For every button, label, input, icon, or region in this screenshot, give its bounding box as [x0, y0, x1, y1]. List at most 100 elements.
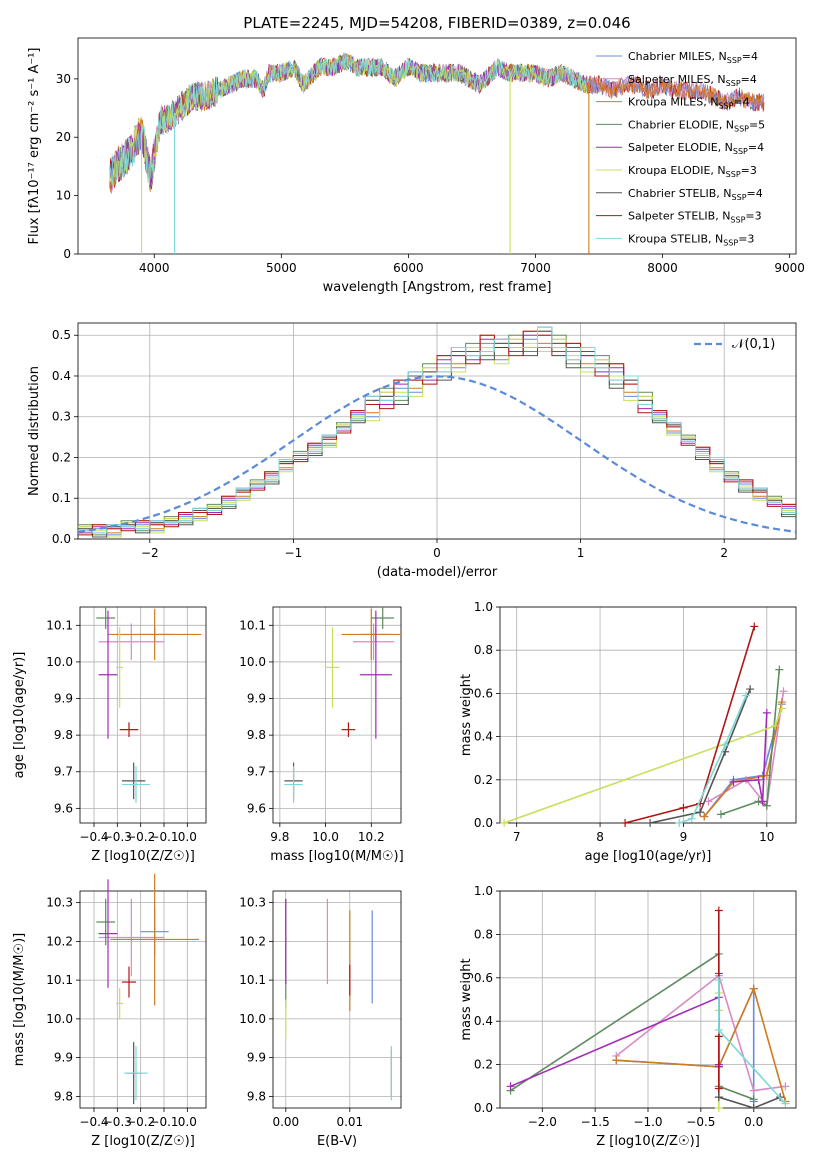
weight-point-marker: [781, 1099, 790, 1108]
mass-vs-Z-panel: −0.4−0.3−0.2−0.1 0.0 9.8 9.9 10.0 10.1 10.2 10.…: [12, 873, 207, 1149]
weight-point-marker: [741, 691, 750, 700]
y-tick-label: 0.6: [474, 686, 493, 700]
y-tick-label: 0.8: [474, 927, 493, 941]
weight-point-marker: [721, 741, 730, 750]
weight-vs-age-panel: 7 8 9 10 0.0 0.2 0.4 0.6 0.8 1.0 age [log10(age/yr…: [459, 600, 797, 864]
weight-point-marker: [779, 687, 788, 696]
x-axis-label: E(B-V): [317, 1134, 357, 1149]
legend-label: Chabrier ELODIE, NSSP=5: [628, 118, 765, 133]
plot-frame: [79, 606, 207, 824]
y-tick-label: 0.4: [52, 369, 71, 383]
weight-point-marker: [746, 685, 755, 694]
y-tick-label: 10.3: [239, 896, 266, 910]
y-tick-label: 0.0: [474, 816, 493, 830]
weight-point-marker: [758, 797, 767, 806]
weight-point-marker: [749, 1104, 758, 1112]
weight-point-marker: [500, 819, 509, 827]
x-tick-label: −1: [285, 546, 303, 560]
x-tick-label: 9: [680, 830, 688, 844]
weight-point-marker: [714, 975, 723, 984]
y-tick-label: 9.7: [247, 765, 266, 779]
y-tick-label: 10.1: [46, 618, 73, 632]
y-tick-label: 10.2: [239, 934, 266, 948]
weight-point-marker: [775, 665, 784, 674]
weight-point-marker: [777, 704, 786, 713]
x-tick-label: 7000: [520, 261, 551, 275]
y-tick-label: 10.0: [46, 655, 73, 669]
y-tick-label: 9.8: [247, 1089, 266, 1103]
x-axis-label: Z [log10(Z/Z☉)]: [596, 1134, 700, 1149]
x-tick-label: 1: [577, 546, 585, 560]
x-tick-label: 9000: [774, 261, 805, 275]
weight-point-marker: [716, 810, 725, 819]
weight-point-marker: [749, 1086, 758, 1095]
weight-series-2: [703, 701, 783, 818]
y-tick-label: 10: [56, 189, 71, 203]
y-axis-label: mass weight: [459, 674, 474, 756]
y-tick-label: 10.2: [46, 934, 73, 948]
weight-point-marker: [762, 708, 771, 717]
residuals-panel: −2 −1 0 1 2 0.0 0.1 0.2 0.3 0.4 0.5 (data-model)/er…: [27, 322, 797, 580]
weight-point-marker: [646, 819, 655, 827]
y-axis-label: mass weight: [459, 958, 474, 1040]
plot-frame: [272, 890, 402, 1109]
weight-point-marker: [700, 812, 709, 821]
x-tick-label: 2: [720, 546, 728, 560]
weight-point-marker: [679, 803, 688, 812]
weight-point-marker: [771, 721, 780, 730]
weight-point-marker: [714, 1104, 723, 1112]
spectrum-panel: 4000 5000 6000 7000 8000 9000 0 10 20 30 wavelengt…: [27, 37, 805, 295]
weight-point-marker: [762, 801, 771, 810]
weight-point-marker: [621, 819, 630, 827]
x-tick-label: −0.3: [103, 830, 132, 844]
legend-label: Salpeter MILES, NSSP=4: [628, 73, 757, 88]
weight-point-marker: [750, 622, 759, 631]
age-vs-mass-panel: 9.8 10.0 10.2 9.6 9.7 9.8 9.9 10.0 10.1 mass [log…: [239, 606, 404, 864]
plot-frame: [272, 606, 402, 824]
plot-frame: [79, 890, 207, 1109]
weight-series-7: [624, 626, 756, 824]
legend-label: Kroupa MILES, NSSP=4: [628, 96, 750, 111]
y-tick-label: 9.8: [54, 728, 73, 742]
legend-label: Chabrier MILES, NSSP=4: [628, 50, 758, 65]
x-tick-label: 6000: [393, 261, 424, 275]
x-tick-label: 0.0: [178, 1115, 197, 1129]
y-tick-label: 10.1: [239, 973, 266, 987]
y-tick-label: 0.3: [52, 410, 71, 424]
x-tick-label: −1.0: [633, 1115, 662, 1129]
x-tick-label: 8: [596, 830, 604, 844]
x-tick-label: −0.1: [149, 830, 178, 844]
x-tick-label: 10.0: [312, 830, 339, 844]
x-tick-label: −0.3: [103, 1115, 132, 1129]
x-axis-label: Z [log10(Z/Z☉)]: [91, 849, 195, 864]
weight-point-marker: [749, 1095, 758, 1104]
spectrum-series-8: [109, 52, 587, 186]
x-tick-label: −0.4: [79, 830, 108, 844]
x-tick-label: 9.8: [270, 830, 289, 844]
x-axis-label: age [log10(age/yr)]: [585, 849, 712, 864]
x-tick-label: 10.2: [358, 830, 385, 844]
plot-frame: [499, 890, 797, 1109]
normal-curve: [78, 375, 796, 533]
y-tick-label: 9.9: [247, 692, 266, 706]
x-tick-label: 0.0: [744, 1115, 763, 1129]
x-tick-label: −0.1: [149, 1115, 178, 1129]
y-axis-label: age [log10(age/yr)]: [12, 652, 27, 779]
weight-vs-Z-panel: −2.0 −1.5 −1.0 −0.5 0.0 0.0 0.2 0.4 0.6 0.8 1.0 Z […: [459, 884, 797, 1149]
y-tick-label: 10.0: [239, 655, 266, 669]
y-tick-label: 9.6: [54, 801, 73, 815]
legend-label: Salpeter ELODIE, NSSP=4: [628, 141, 764, 156]
x-tick-label: 0.01: [336, 1115, 363, 1129]
mass-vs-EBV-panel: 0.00 0.01 9.8 9.9 10.0 10.1 10.2 10.3 E(B-V): [239, 890, 402, 1149]
legend-label: Chabrier STELIB, NSSP=4: [628, 187, 763, 202]
histograms: [78, 326, 796, 538]
y-axis-label: Flux [fλ10⁻¹⁷ erg cm⁻² s⁻¹ A⁻¹]: [27, 48, 42, 245]
plot-frame: [77, 37, 797, 255]
y-tick-label: 9.9: [54, 1051, 73, 1065]
y-tick-label: 0.4: [474, 730, 493, 744]
legend-label: Kroupa STELIB, NSSP=3: [628, 232, 754, 247]
weight-series-6: [649, 688, 751, 824]
normal-legend-label: 𝒩(0,1): [732, 337, 775, 352]
x-tick-label: 0: [433, 546, 441, 560]
y-tick-label: 0.1: [52, 491, 71, 505]
